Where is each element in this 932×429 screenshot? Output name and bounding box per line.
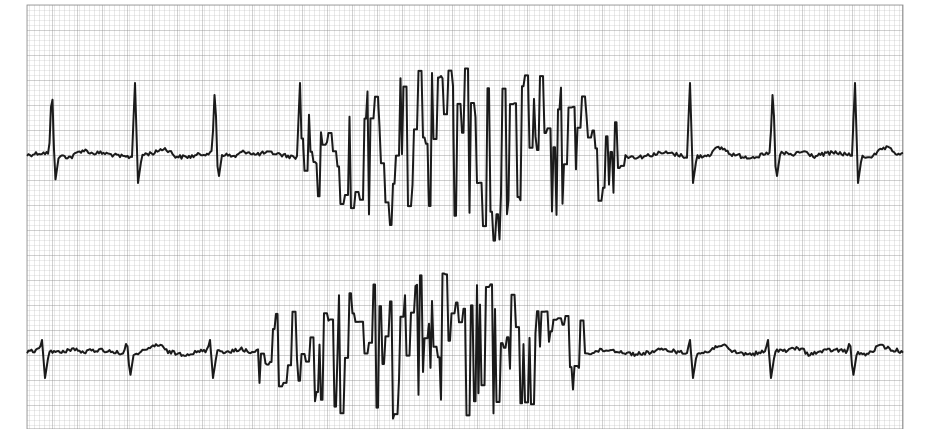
trace-lead-2: [26, 272, 904, 420]
trace-lead-1: [26, 67, 904, 242]
